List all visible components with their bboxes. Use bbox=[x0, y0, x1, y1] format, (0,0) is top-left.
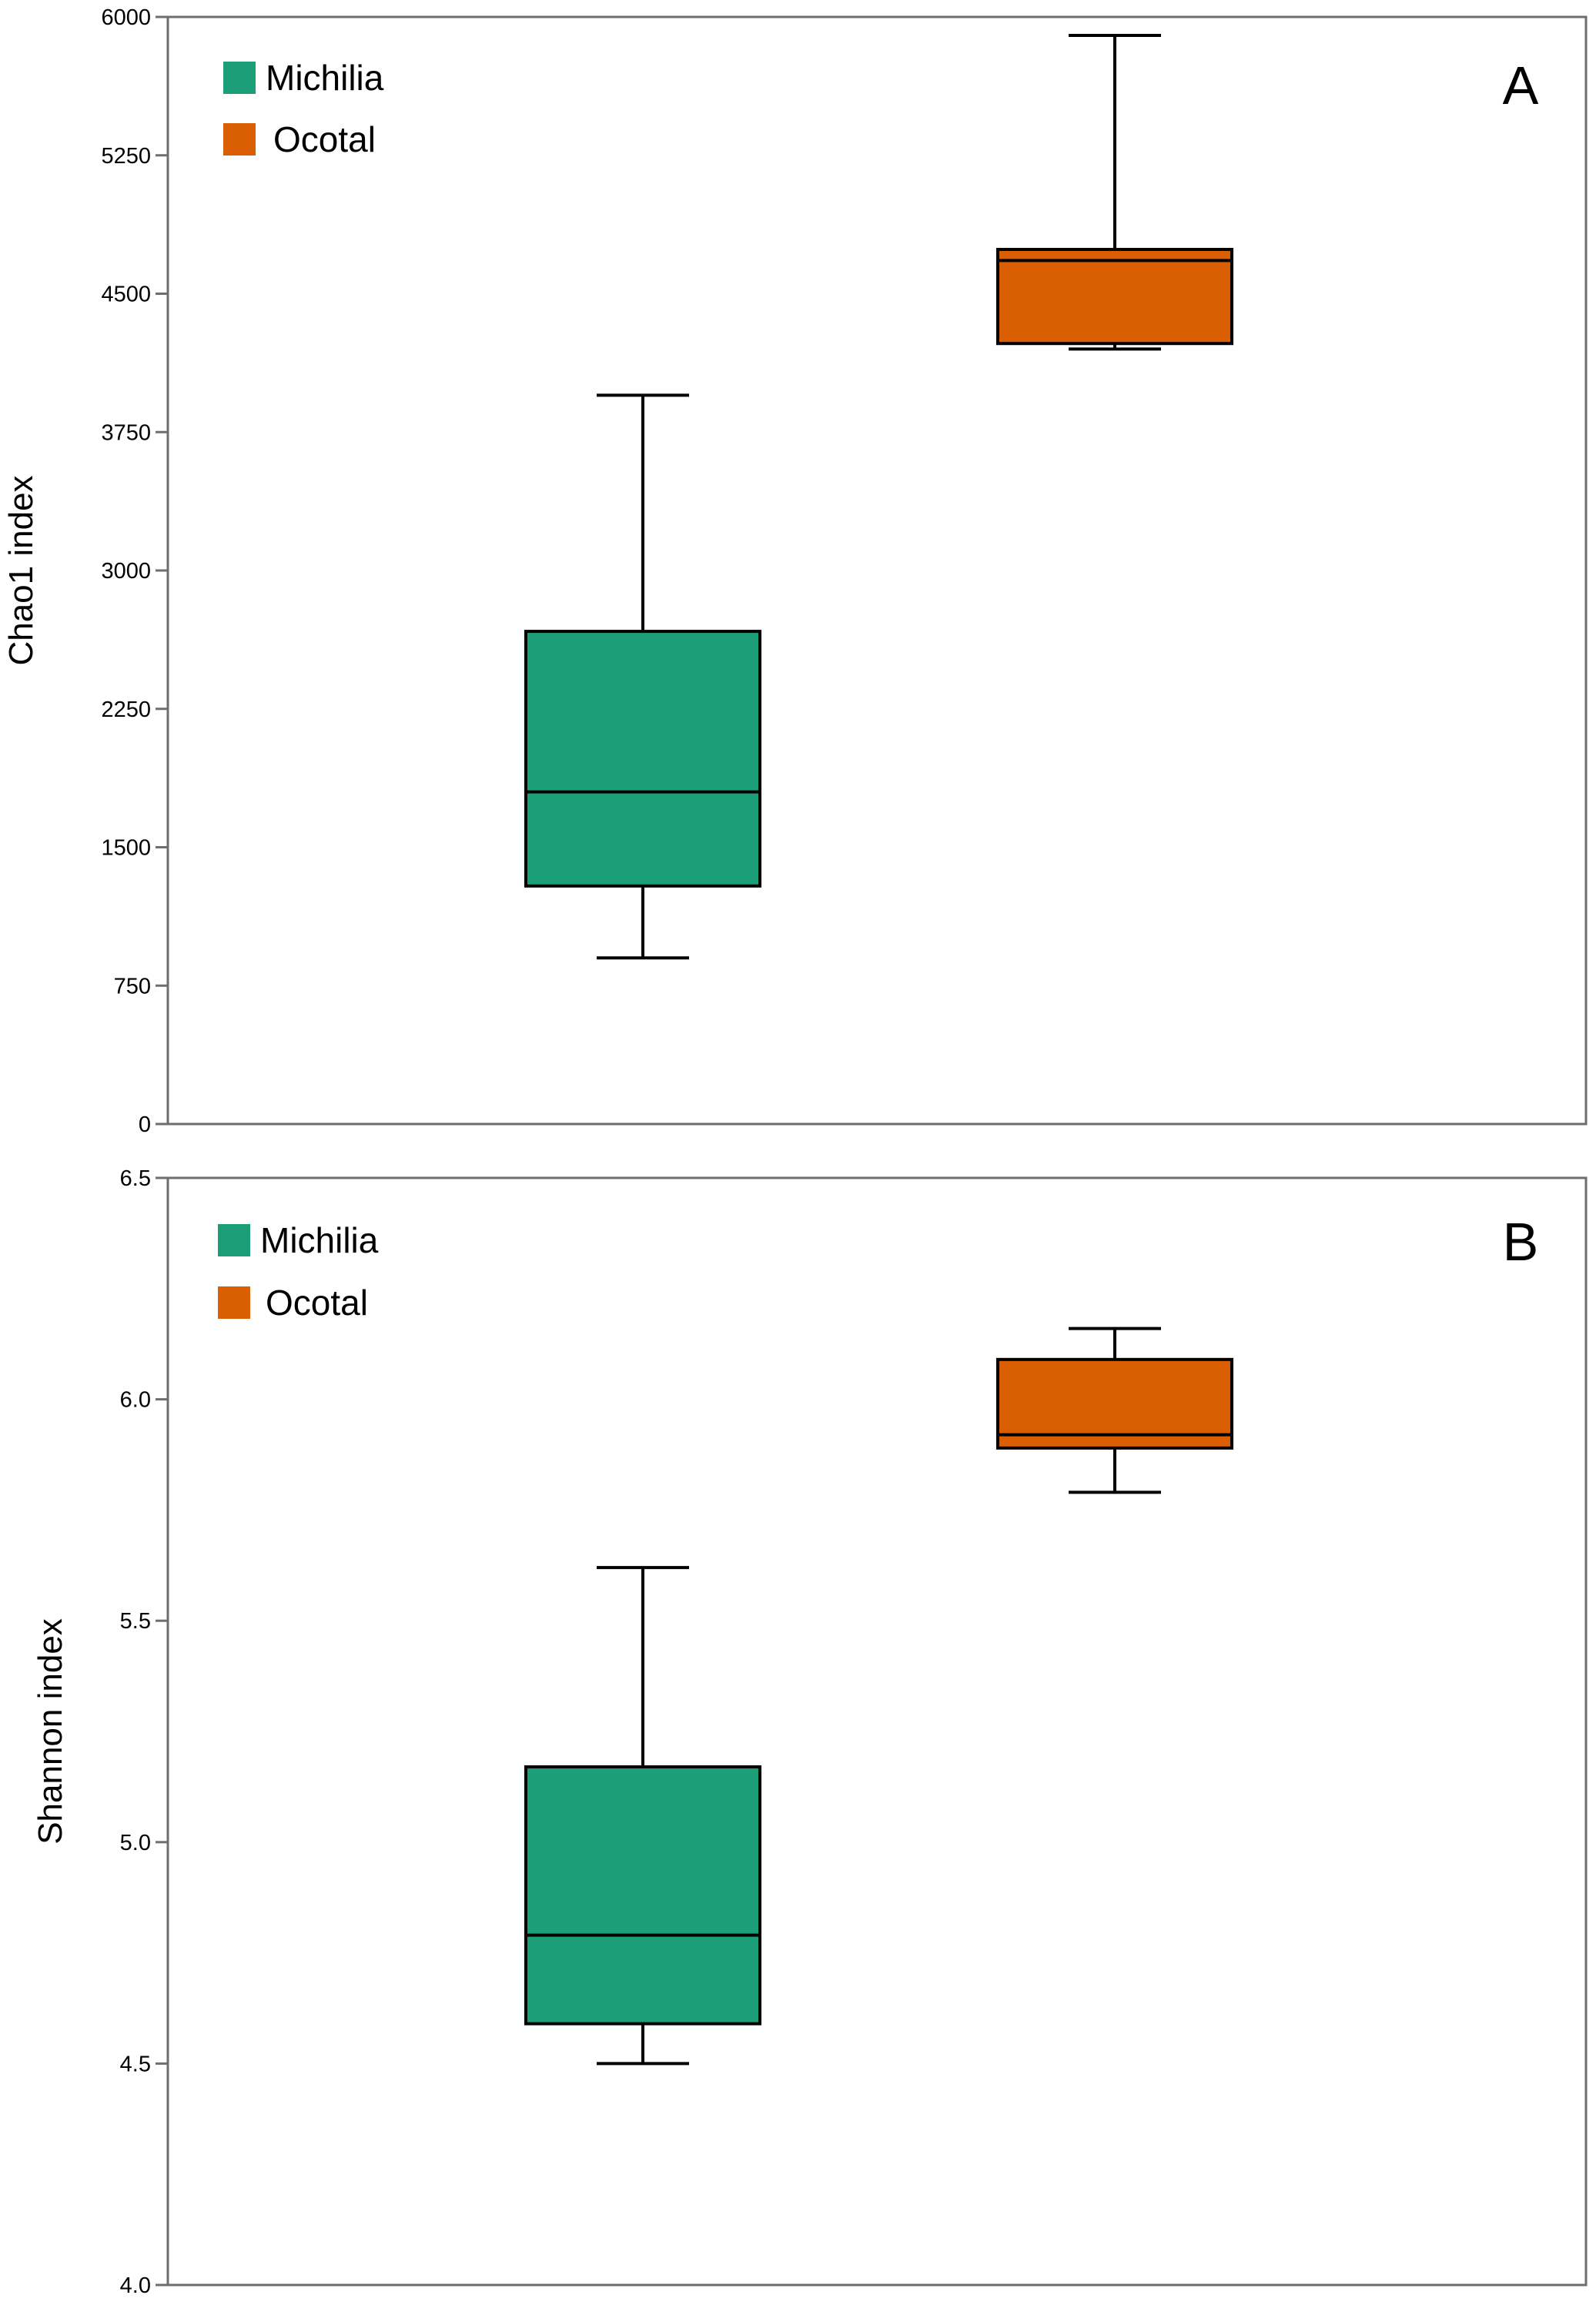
y-tick-label: 2250 bbox=[101, 698, 151, 722]
legend-swatch-michilia bbox=[218, 1224, 250, 1256]
box-ocotal bbox=[996, 1326, 1233, 1494]
panel-a: 0 750 1500 2250 3000 3750 4500 5250 6000 Chao1 in… bbox=[2, 5, 1588, 1137]
y-tick-label: 1500 bbox=[101, 836, 151, 861]
y-tick-label: 6.0 bbox=[120, 1388, 151, 1413]
y-tick-label: 4.0 bbox=[120, 2273, 151, 2298]
iqr-box bbox=[524, 630, 761, 888]
y-tick-label: 3750 bbox=[101, 420, 151, 445]
y-tick-label: 4500 bbox=[101, 283, 151, 307]
panel-label: B bbox=[1503, 1212, 1539, 1272]
panel-b: 4.0 4.5 5.0 5.5 6.0 6.5 Shannon index Michilia O… bbox=[32, 1166, 1588, 2298]
y-tick-label: 4.5 bbox=[120, 2052, 151, 2076]
y-tick-label: 5.0 bbox=[120, 1831, 151, 1855]
y-axis-label: Chao1 index bbox=[2, 475, 40, 665]
legend-label-ocotal: Ocotal bbox=[273, 119, 376, 159]
y-tick-label: 750 bbox=[114, 974, 151, 999]
y-axis-label: Shannon index bbox=[32, 1618, 69, 1845]
legend-swatch-ocotal bbox=[218, 1286, 250, 1319]
legend-swatch-michilia bbox=[223, 62, 256, 94]
y-tick-label: 6000 bbox=[101, 5, 151, 30]
box-michilia bbox=[524, 1566, 761, 2066]
box-ocotal bbox=[996, 33, 1233, 351]
y-tick-label: 6.5 bbox=[120, 1166, 151, 1191]
legend-label-ocotal: Ocotal bbox=[266, 1283, 368, 1323]
y-tick-label: 0 bbox=[139, 1112, 151, 1137]
box-michilia bbox=[524, 393, 761, 960]
y-tick-label: 5250 bbox=[101, 144, 151, 169]
plot-frame bbox=[166, 1176, 1588, 2287]
legend-label-michilia: Michilia bbox=[260, 1220, 379, 1260]
plot-frame bbox=[166, 15, 1588, 1126]
legend: Michilia Ocotal bbox=[223, 58, 384, 159]
legend-swatch-ocotal bbox=[223, 123, 256, 156]
legend-label-michilia: Michilia bbox=[266, 58, 384, 98]
panel-label: A bbox=[1503, 55, 1539, 115]
iqr-box bbox=[524, 1765, 761, 2026]
iqr-box bbox=[996, 247, 1233, 346]
y-tick-label: 5.5 bbox=[120, 1609, 151, 1634]
legend: Michilia Ocotal bbox=[218, 1220, 379, 1323]
y-tick-label: 3000 bbox=[101, 559, 151, 584]
